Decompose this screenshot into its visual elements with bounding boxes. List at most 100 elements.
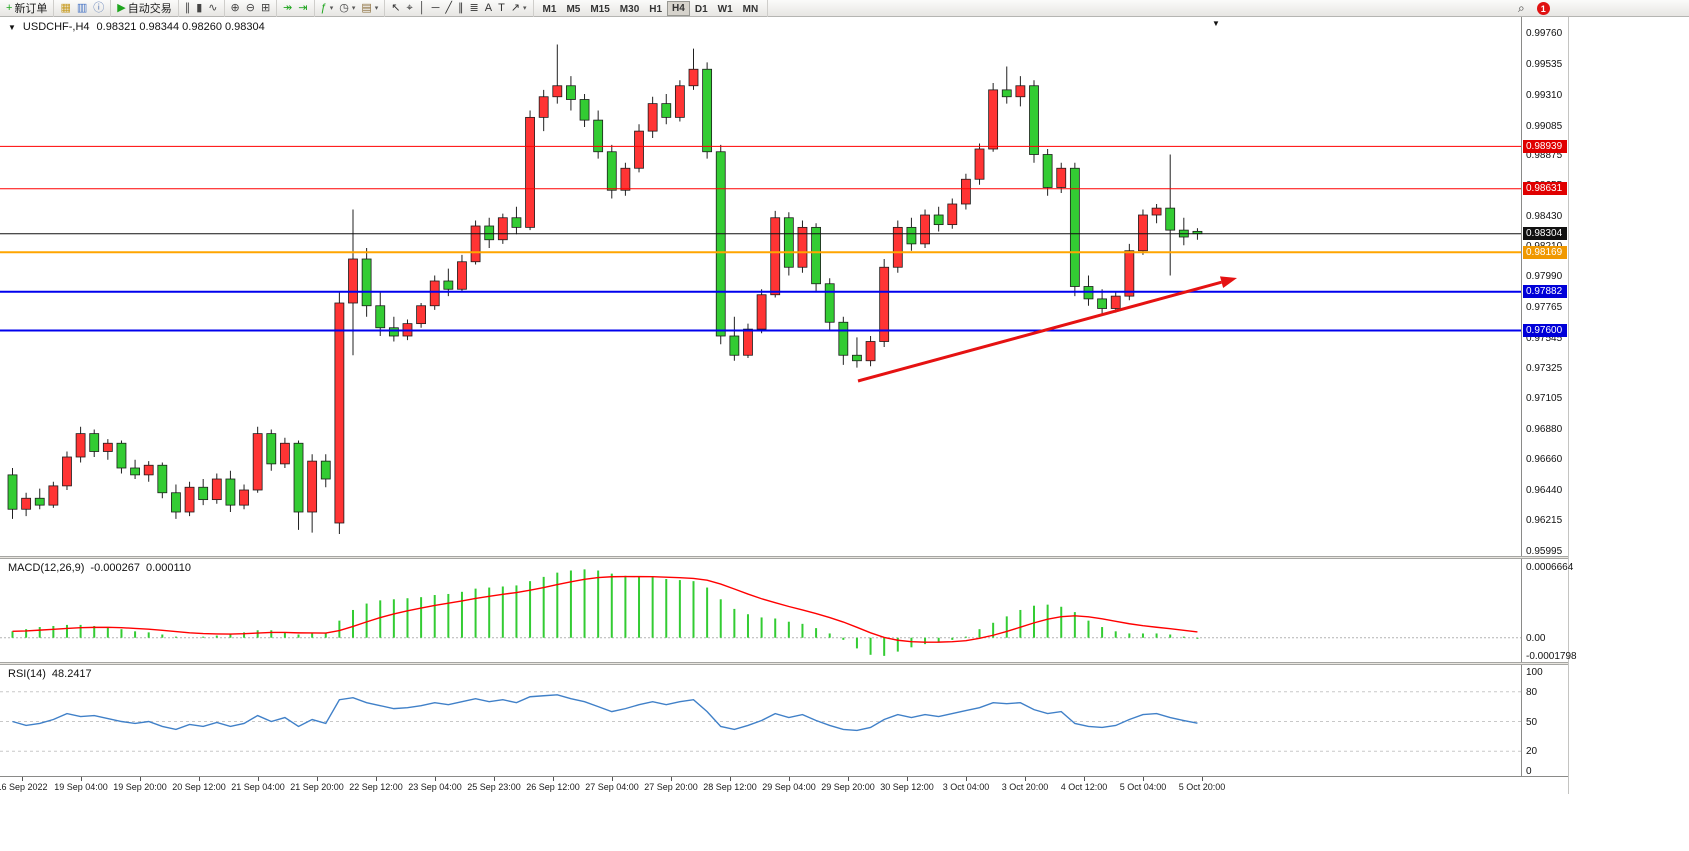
price-axis-label: 0.98430: [1526, 210, 1563, 222]
trend-arrow-head: [1219, 276, 1237, 288]
toolbar-group: ▶ 自动交易: [111, 0, 179, 17]
navigator-button[interactable]: ▥: [74, 1, 90, 16]
toolbar-group: ∥ ▮ ∿: [179, 0, 225, 17]
notification-badge[interactable]: 1: [1536, 2, 1550, 15]
current-price-price-tag: 0.98304: [1523, 227, 1567, 241]
panel-splitter[interactable]: [0, 556, 1568, 559]
time-axis-label: 3 Oct 20:00: [1001, 782, 1049, 792]
toolbar-right: ⌕ 1: [1518, 0, 1550, 17]
rsi-line: [12, 694, 1198, 732]
resistance-2-price-tag: 0.98631: [1523, 182, 1567, 196]
time-axis-label: 19 Sep 20:00: [113, 782, 167, 792]
toolbar-group: + 新订单: [0, 0, 55, 17]
time-tick: [81, 777, 82, 781]
timeframe-d1-button[interactable]: D1: [694, 3, 708, 15]
chart-shift-button[interactable]: ⇥: [295, 1, 310, 16]
time-tick: [22, 777, 23, 781]
time-axis-label: 29 Sep 04:00: [762, 782, 816, 792]
new-order-button[interactable]: + 新订单: [3, 1, 50, 16]
ohlc-values: 0.98321 0.98344 0.98260 0.98304: [96, 21, 265, 33]
new-order-icon: +: [6, 1, 13, 14]
cursor-button[interactable]: ↖: [388, 1, 403, 16]
time-axis-label: 21 Sep 20:00: [290, 782, 344, 792]
price-axis-label: 0.99535: [1526, 58, 1563, 70]
vertical-line-button[interactable]: │: [416, 1, 429, 16]
price-axis[interactable]: 0.99760 0.99535 0.99310 0.99085 0.98875 0.986…: [1521, 17, 1577, 777]
time-axis-label: 25 Sep 23:00: [467, 782, 521, 792]
timeframe-m1-button[interactable]: M1: [542, 3, 557, 15]
macd-axis-min: -0.0001798: [1526, 651, 1577, 662]
vertical-line-icon: │: [418, 1, 426, 14]
templates-button[interactable]: ▤ ▾: [358, 1, 381, 16]
time-tick: [671, 777, 672, 781]
trendline-button[interactable]: ╱: [442, 1, 455, 16]
rsi-panel[interactable]: RSI(14) 48.2417: [0, 665, 1521, 776]
autotrading-icon: ▶: [117, 1, 126, 14]
toolbar-group: ⊕ ⊖ ⊞: [225, 0, 278, 17]
toolbar-group: ▦ ▥ ⓘ: [54, 0, 112, 17]
pivot-line-price-tag: 0.98169: [1523, 245, 1567, 259]
timeframe-h1-button[interactable]: H1: [649, 3, 663, 15]
line-chart-button[interactable]: ∿: [205, 1, 220, 16]
text-label-icon: T: [498, 1, 505, 14]
time-axis-label: 4 Oct 12:00: [1060, 782, 1108, 792]
chart-title: ▼ USDCHF-,H4 0.98321 0.98344 0.98260 0.9…: [8, 21, 265, 33]
bar-chart-button[interactable]: ∥: [182, 1, 194, 16]
timeframe-m30-button[interactable]: M30: [619, 3, 640, 15]
toolbar-groups: + 新订单 ▦ ▥ ⓘ ▶ 自动交易 ∥ ▮ ∿ ⊕ ⊖ ⊞ ↠ ⇥ ƒ ▾ ◷ ▾ ▤ ▾ ↖ ⌖ │ ─ ╱ ∥ ≣ A T ↗ ▾: [0, 0, 534, 17]
panel-splitter[interactable]: [0, 662, 1568, 665]
horizontal-line-button[interactable]: ─: [429, 1, 443, 16]
zoom-in-button[interactable]: ⊕: [228, 1, 243, 16]
price-axis-label: 0.97545: [1526, 332, 1563, 344]
main-chart-panel[interactable]: ▼ USDCHF-,H4 0.98321 0.98344 0.98260 0.9…: [0, 17, 1521, 556]
text-label-button[interactable]: T: [495, 1, 508, 16]
candlestick-chart-button[interactable]: ▮: [193, 1, 205, 16]
time-tick: [376, 777, 377, 781]
time-axis-label: 27 Sep 20:00: [644, 782, 698, 792]
time-tick: [258, 777, 259, 781]
arrows-button[interactable]: ↗ ▾: [508, 1, 530, 16]
search-icon[interactable]: ⌕: [1518, 1, 1525, 15]
macd-label: MACD(12,26,9) -0.000267 0.000110: [8, 562, 191, 574]
trendline-icon: ╱: [445, 1, 452, 14]
new-chart-button[interactable]: ▦: [57, 1, 73, 16]
crosshair-icon: ⌖: [406, 1, 413, 14]
time-tick: [140, 777, 141, 781]
time-tick: [494, 777, 495, 781]
support-2-price-tag: 0.97600: [1523, 324, 1567, 337]
data-window-button[interactable]: ⓘ: [90, 1, 107, 16]
time-tick: [1202, 777, 1203, 781]
zoom-out-icon: ⊖: [245, 1, 255, 14]
time-axis[interactable]: 16 Sep 2022 19 Sep 04:00 19 Sep 20:00 20 Se…: [0, 776, 1568, 794]
timeframe-h4-button[interactable]: H4: [667, 0, 690, 16]
macd-axis-max: 0.0006664: [1526, 562, 1574, 573]
time-axis-label: 3 Oct 04:00: [942, 782, 990, 792]
zoom-out-button[interactable]: ⊖: [243, 1, 258, 16]
time-axis-label: 20 Sep 12:00: [172, 782, 226, 792]
trend-arrow[interactable]: [857, 280, 1222, 383]
timeframe-m15-button[interactable]: M15: [590, 3, 610, 15]
timeframe-m5-button[interactable]: M5: [566, 3, 581, 15]
symbol-period: USDCHF-,H4: [22, 21, 90, 33]
time-tick: [317, 777, 318, 781]
scroll-anchor-icon[interactable]: ▼: [1212, 19, 1220, 28]
time-axis-label: 30 Sep 12:00: [880, 782, 934, 792]
macd-panel[interactable]: MACD(12,26,9) -0.000267 0.000110: [0, 559, 1521, 662]
timeframe-mn-button[interactable]: MN: [742, 3, 759, 15]
periods-button[interactable]: ◷ ▾: [336, 1, 358, 16]
autotrading-button[interactable]: ▶ 自动交易: [114, 1, 174, 16]
auto-scroll-button[interactable]: ↠: [280, 1, 295, 16]
price-axis-label: 0.97765: [1526, 302, 1563, 314]
time-tick: [1143, 777, 1144, 781]
chart-menu-icon[interactable]: ▼: [8, 22, 16, 32]
text-button[interactable]: A: [482, 1, 495, 16]
tile-windows-button[interactable]: ⊞: [258, 1, 273, 16]
timeframe-w1-button[interactable]: W1: [717, 3, 733, 15]
channel-button[interactable]: ∥: [455, 1, 467, 16]
crosshair-button[interactable]: ⌖: [404, 1, 416, 16]
fibonacci-button[interactable]: ≣: [467, 1, 482, 16]
templates-icon: ▤: [361, 1, 372, 14]
indicators-button[interactable]: ƒ ▾: [318, 1, 337, 16]
chevron-down-icon: ▾: [329, 5, 334, 12]
